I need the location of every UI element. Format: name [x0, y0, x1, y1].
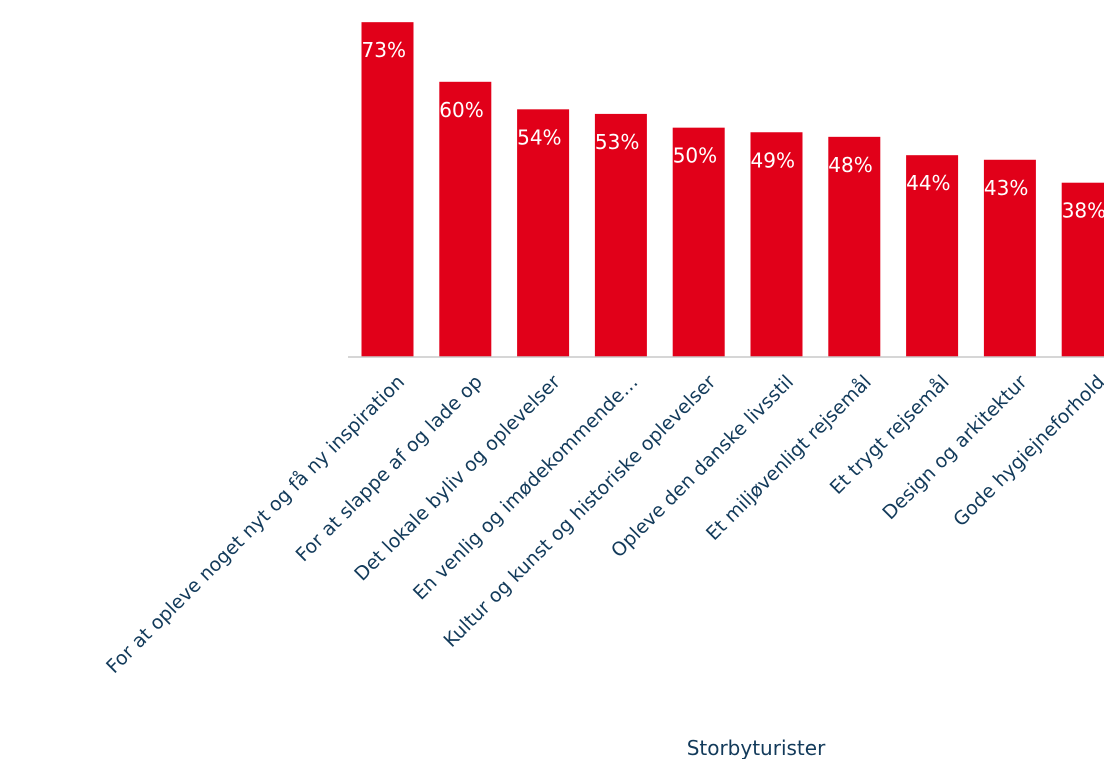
value-label-8: 44% — [906, 171, 950, 195]
value-label-4: 53% — [595, 130, 639, 154]
value-label-2: 60% — [439, 98, 483, 122]
bar-2 — [439, 81, 492, 358]
bar-6 — [750, 132, 803, 357]
bar-7 — [828, 136, 881, 357]
category-label-1: For at opleve noget nyt og få ny inspira… — [101, 370, 409, 678]
category-label-9: Design og arkitektur — [878, 371, 1031, 524]
category-labels: For at opleve noget nyt og få ny inspira… — [101, 370, 1104, 678]
bars-layer: 73% 60% 54% 53% 50% 49% 48% 44% 43% 38% — [361, 22, 1104, 358]
value-label-3: 54% — [517, 125, 561, 149]
bar-1 — [361, 22, 414, 357]
value-label-7: 48% — [828, 153, 872, 177]
bar-10 — [1061, 182, 1104, 357]
value-label-1: 73% — [362, 38, 406, 62]
bar-5 — [672, 127, 725, 358]
category-label-10: Gode hygiejneforhold — [949, 371, 1104, 531]
bar-4 — [594, 113, 647, 357]
bar-9 — [983, 159, 1036, 357]
value-label-5: 50% — [673, 144, 717, 168]
bar-8 — [906, 155, 959, 357]
value-label-9: 43% — [984, 176, 1028, 200]
value-label-10: 38% — [1062, 199, 1104, 223]
series-name-label: Storbyturister — [687, 736, 826, 759]
category-label-5: Kultur og kunst og historiske oplevelser — [439, 371, 720, 652]
value-label-6: 49% — [751, 148, 795, 172]
category-label-7: Et miljøvenligt rejsemål — [701, 370, 876, 545]
bar-3 — [517, 109, 570, 357]
